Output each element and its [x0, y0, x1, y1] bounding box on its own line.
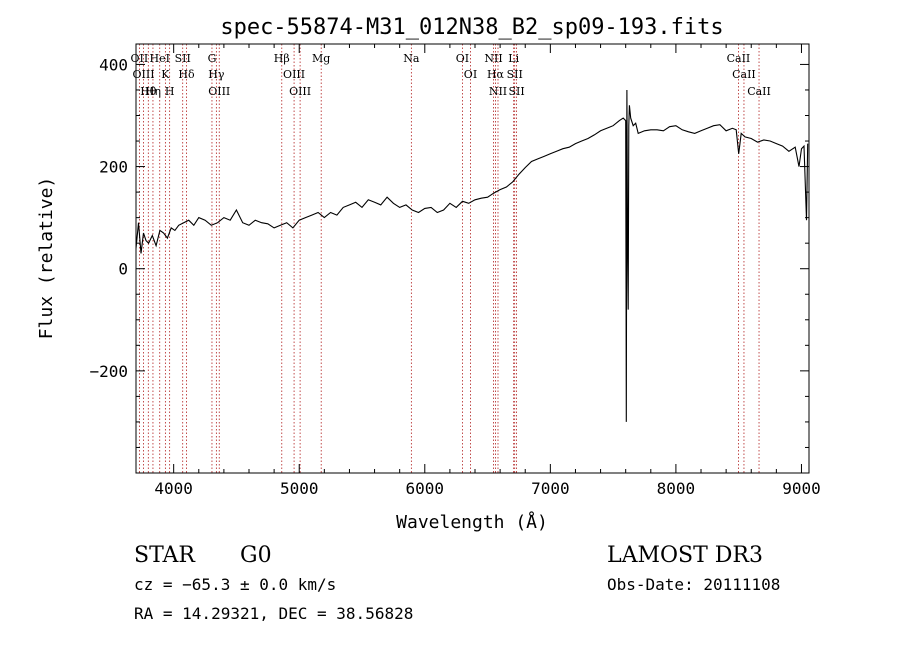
line-label: SII — [175, 52, 191, 65]
y-axis-label: Flux (relative) — [36, 177, 57, 340]
y-axis-ticks: −200 0 200 400 — [89, 55, 809, 474]
x-tick-label: 7000 — [531, 479, 570, 498]
y-tick-label: 200 — [99, 158, 128, 177]
line-label: OIII — [133, 68, 155, 81]
line-label: Hα — [487, 68, 505, 81]
x-tick-label: 5000 — [280, 479, 319, 498]
line-label: Hδ — [178, 68, 195, 81]
line-label: OIII — [283, 68, 305, 81]
x-tick-label: 9000 — [782, 479, 821, 498]
line-label: NII — [484, 52, 502, 65]
chart-title: spec-55874-M31_012N38_B2_sp09-193.fits — [220, 15, 723, 40]
line-label: Hβ — [274, 52, 290, 65]
line-label: OIII — [208, 85, 230, 98]
line-label: HeI — [150, 52, 170, 65]
spectrum-line — [135, 89, 809, 422]
spectral-line-markers — [138, 44, 760, 473]
y-tick-label: 400 — [99, 55, 128, 74]
line-label: OI — [456, 52, 469, 65]
line-label: CaII — [747, 85, 771, 98]
line-label: Hγ — [208, 68, 225, 81]
x-tick-label: 4000 — [154, 479, 193, 498]
line-label: SII — [508, 85, 524, 98]
line-label: K — [161, 68, 170, 81]
x-axis-label: Wavelength (Å) — [396, 511, 548, 533]
line-label: G — [208, 52, 217, 65]
line-label: NII — [489, 85, 507, 98]
line-label: SII — [507, 68, 523, 81]
line-label: Hη — [145, 85, 161, 98]
coordinates: RA = 14.29321, DEC = 38.56828 — [134, 604, 413, 623]
line-label: CaII — [727, 52, 751, 65]
object-class: STAR — [134, 543, 196, 568]
line-label: Hθ — [140, 85, 157, 98]
plot-frame — [135, 43, 810, 474]
line-label: Mg — [312, 52, 330, 65]
object-subclass: G0 — [240, 543, 272, 568]
survey-name: LAMOST DR3 — [607, 543, 763, 568]
line-label: CaII — [732, 68, 756, 81]
x-tick-label: 6000 — [406, 479, 445, 498]
obs-date: Obs-Date: 20111108 — [607, 575, 780, 594]
y-tick-label: 0 — [118, 260, 128, 279]
y-tick-label: −200 — [89, 362, 128, 381]
line-label: OI — [464, 68, 477, 81]
x-axis-ticks: 4000 5000 6000 7000 8000 9000 — [154, 44, 821, 498]
x-tick-label: 8000 — [657, 479, 696, 498]
line-label: Na — [403, 52, 420, 65]
line-label: OIII — [289, 85, 311, 98]
redshift-cz: cz = −65.3 ± 0.0 km/s — [134, 575, 336, 594]
line-label: OII — [131, 52, 149, 65]
line-label: H — [165, 85, 175, 98]
line-label: Li — [508, 52, 519, 65]
